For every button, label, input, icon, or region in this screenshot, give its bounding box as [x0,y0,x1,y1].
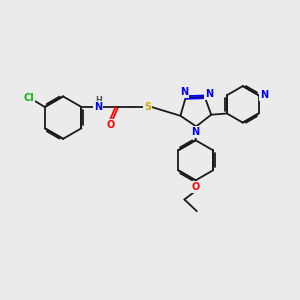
Text: O: O [106,120,115,130]
Text: S: S [144,102,151,112]
Text: O: O [191,182,200,192]
Text: N: N [180,87,188,97]
Text: N: N [205,89,213,100]
Text: Cl: Cl [23,93,34,103]
Text: N: N [94,102,102,112]
Text: N: N [192,127,200,137]
Text: H: H [95,96,102,105]
Text: N: N [260,90,268,100]
